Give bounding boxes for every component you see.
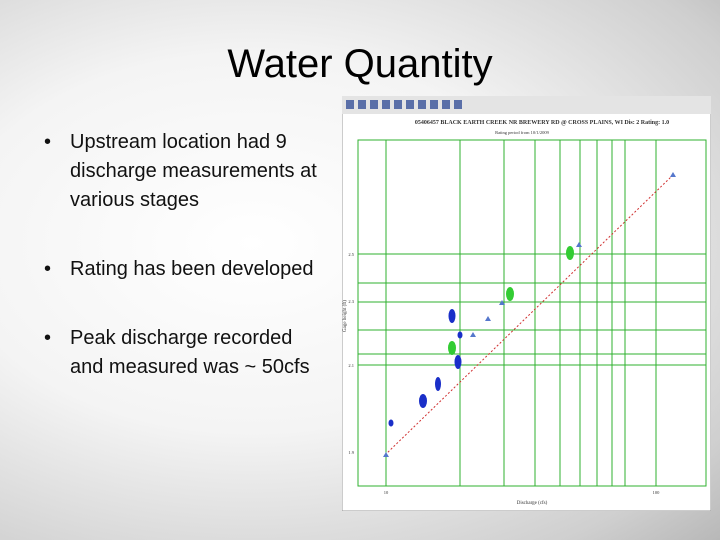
bullet: Rating has been developed [40, 255, 330, 284]
measurement-points [383, 172, 676, 457]
y-tick-label: 1.9 [348, 450, 354, 455]
slide-title: Water Quantity [227, 42, 493, 86]
grid [357, 139, 707, 487]
bullet: Upstream location had 9 discharge measur… [40, 128, 330, 215]
x-tick-label: 100 [653, 490, 661, 495]
bullet: Peak discharge recorded and measured was… [40, 324, 330, 382]
y-axis-label: Gage height (ft) [343, 300, 348, 332]
x-axis-label: Discharge (cfs) [517, 501, 548, 506]
y-tick-label: 2.5 [348, 252, 354, 257]
toolbar-icons [346, 100, 462, 109]
x-tick-label: 10 [384, 490, 389, 495]
rating-curve [384, 174, 674, 456]
screenshot-frame [342, 96, 711, 511]
figure-subtitle: Rating period from 10/1/2009 [495, 130, 550, 135]
y-tick-label: 2.1 [348, 363, 354, 368]
bullet-list: Upstream location had 9 discharge measur… [40, 128, 330, 422]
y-tick-label: 2.3 [348, 299, 354, 304]
rating-curve-screenshot: 05406457 BLACK EARTH CREEK NR BREWERY RD… [342, 96, 711, 511]
figure-title: 05406457 BLACK EARTH CREEK NR BREWERY RD… [415, 120, 669, 126]
